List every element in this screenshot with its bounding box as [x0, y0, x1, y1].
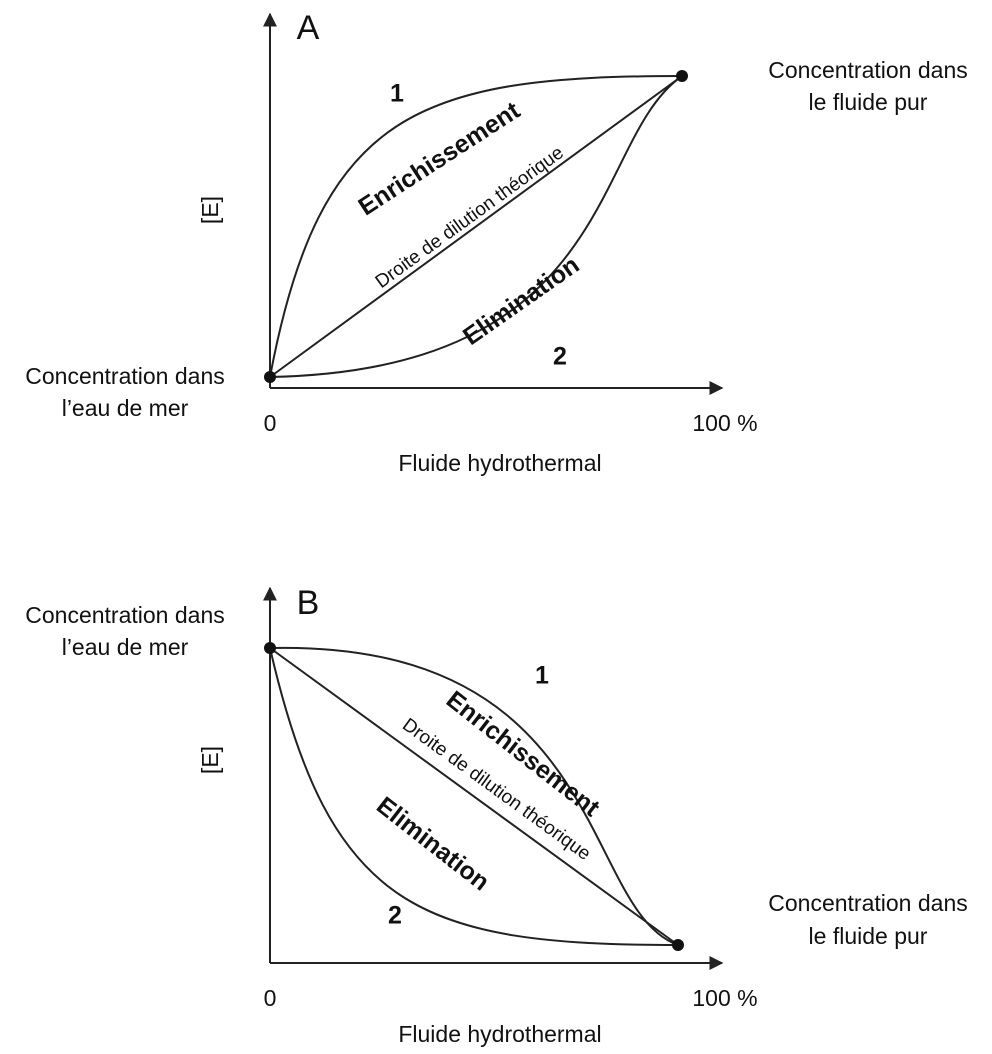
curve-label: 1 — [535, 662, 549, 690]
right-note: Concentration dans — [768, 57, 967, 83]
point — [264, 642, 276, 654]
point — [672, 939, 684, 951]
curve-label: 1 — [390, 80, 404, 108]
curve-2 — [269, 75, 683, 378]
curve-label: 2 — [553, 343, 567, 371]
y-axis-label: [E] — [197, 746, 223, 774]
right-note: Concentration dans — [768, 890, 967, 916]
x-start: 0 — [264, 985, 277, 1011]
dilution-line — [269, 75, 683, 378]
left-note: Concentration dans — [25, 363, 224, 389]
x-start: 0 — [264, 410, 277, 436]
x-axis-label: Fluide hydrothermal — [398, 1021, 601, 1047]
right-note: le fluide pur — [809, 923, 928, 949]
x-end: 100 % — [692, 985, 757, 1011]
left-note: Concentration dans — [25, 602, 224, 628]
panel-a: A [E] Fluide hydrothermal 0 100 % Concen… — [25, 9, 967, 476]
curve-1 — [269, 646, 679, 946]
right-note: le fluide pur — [809, 89, 928, 115]
curve-2 — [269, 647, 679, 946]
curve-label: 2 — [388, 902, 402, 930]
panel-label: B — [297, 584, 320, 622]
point — [264, 371, 276, 383]
curve-1 — [269, 75, 683, 378]
y-axis-label: [E] — [197, 196, 223, 224]
elimination-label: Elimination — [458, 251, 584, 351]
x-end: 100 % — [692, 410, 757, 436]
panel-b: B [E] Fluide hydrothermal 0 100 % Concen… — [25, 584, 967, 1047]
dilution-label: Droite de dilution théorique — [372, 142, 568, 292]
left-note: l’eau de mer — [62, 634, 189, 660]
dilution-line — [269, 647, 679, 946]
point — [676, 70, 688, 82]
elimination-label: Elimination — [371, 791, 494, 896]
left-note: l’eau de mer — [62, 395, 189, 421]
x-axis-label: Fluide hydrothermal — [398, 450, 601, 476]
panel-label: A — [297, 9, 320, 47]
